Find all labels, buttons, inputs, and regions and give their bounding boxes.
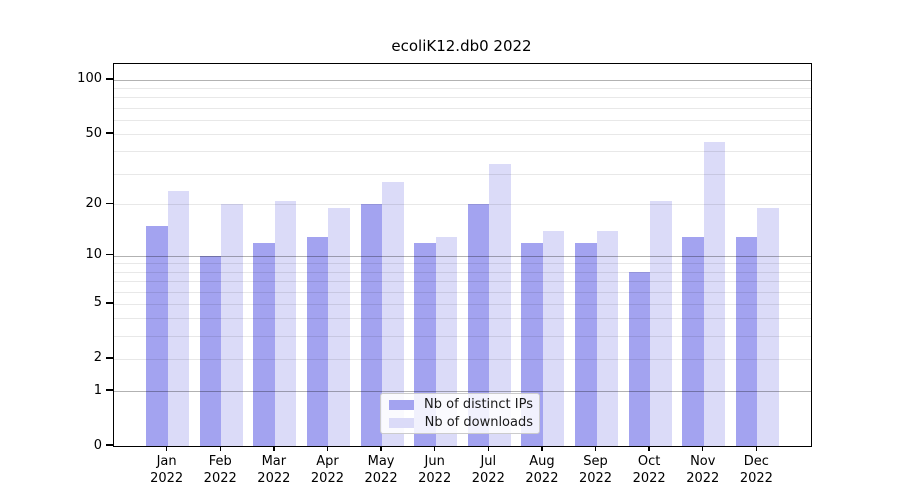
x-tick-jul — [487, 446, 489, 451]
y-tick-label-100: 100 — [77, 71, 102, 87]
gridline-30 — [114, 173, 811, 175]
x-tick-label-nov: Nov 2022 — [686, 454, 720, 486]
bar-nov-downloads — [703, 142, 726, 446]
legend-label-downloads: Nb of downloads — [424, 415, 533, 430]
legend: Nb of distinct IPs Nb of downloads — [380, 393, 540, 434]
x-tick-mar — [273, 446, 275, 451]
x-tick-label-sep: Sep 2022 — [578, 454, 613, 486]
gridline-3 — [114, 336, 811, 338]
bar-apr-downloads — [328, 208, 350, 446]
y-tick-label-0: 0 — [93, 437, 102, 453]
x-tick-label-jan: Jan 2022 — [150, 454, 184, 486]
gridline-4 — [114, 318, 811, 320]
y-tick-50 — [106, 132, 113, 134]
gridline-10 — [114, 255, 811, 257]
plot-area: Nb of distinct IPs Nb of downloads — [113, 63, 812, 447]
gridline-2 — [114, 358, 811, 360]
x-tick-may — [380, 446, 382, 451]
bar-sep-distinct-ips — [575, 242, 597, 446]
gridline-1 — [114, 391, 811, 392]
bar-jul-downloads — [489, 163, 511, 446]
y-tick-5 — [106, 302, 113, 304]
bar-aug-downloads — [542, 231, 565, 446]
x-tick-label-aug: Aug 2022 — [525, 454, 559, 486]
bar-mar-downloads — [274, 200, 297, 446]
x-tick-label-jun: Jun 2022 — [418, 454, 452, 486]
x-tick-oct — [648, 446, 650, 451]
y-tick-label-2: 2 — [93, 350, 102, 366]
bar-nov-distinct-ips — [682, 236, 704, 446]
gridline-40 — [114, 151, 811, 153]
x-tick-label-apr: Apr 2022 — [310, 454, 344, 486]
gridline-9 — [114, 263, 811, 265]
gridline-5 — [114, 303, 811, 305]
y-tick-1 — [106, 389, 113, 391]
y-tick-label-50: 50 — [85, 125, 102, 141]
bar-jul-distinct-ips — [467, 204, 490, 446]
gridline-90 — [114, 88, 811, 90]
gridline-50 — [114, 134, 811, 136]
x-tick-aug — [541, 446, 543, 451]
x-tick-jun — [433, 446, 436, 451]
gridline-60 — [114, 119, 811, 121]
x-tick-label-feb: Feb 2022 — [203, 454, 237, 486]
x-tick-nov — [702, 446, 704, 451]
x-tick-label-dec: Dec 2022 — [739, 454, 773, 486]
gridline-7 — [114, 281, 811, 283]
bar-sep-downloads — [596, 231, 619, 446]
x-tick-label-oct: Oct 2022 — [632, 454, 666, 486]
x-tick-label-may: May 2022 — [364, 454, 398, 486]
bar-dec-downloads — [757, 208, 779, 446]
legend-swatch-distinct-ips — [389, 399, 414, 410]
bar-oct-distinct-ips — [628, 271, 651, 446]
gridline-8 — [114, 271, 811, 273]
bar-may-distinct-ips — [360, 204, 383, 446]
gridline-80 — [114, 97, 811, 99]
x-tick-apr — [326, 446, 329, 451]
legend-label-distinct-ips: Nb of distinct IPs — [424, 397, 533, 412]
bar-oct-downloads — [650, 200, 672, 446]
bar-dec-distinct-ips — [735, 236, 758, 446]
y-tick-100 — [106, 78, 113, 80]
x-tick-jan — [165, 446, 168, 451]
y-tick-label-5: 5 — [93, 295, 102, 311]
x-tick-sep — [594, 446, 597, 451]
gridline-70 — [114, 107, 811, 109]
y-tick-2 — [106, 357, 113, 359]
gridline-20 — [114, 204, 811, 206]
y-tick-label-10: 10 — [85, 247, 102, 263]
bar-jan-distinct-ips — [146, 226, 168, 446]
bar-feb-downloads — [221, 204, 243, 446]
x-tick-label-jul: Jul 2022 — [471, 454, 505, 486]
legend-item-downloads: Nb of downloads — [387, 415, 533, 430]
gridline-6 — [114, 291, 811, 293]
y-tick-10 — [106, 254, 113, 256]
legend-swatch-downloads — [389, 417, 414, 428]
x-tick-feb — [219, 446, 221, 451]
legend-item-distinct-ips: Nb of distinct IPs — [387, 397, 533, 412]
bar-mar-distinct-ips — [253, 242, 275, 446]
bar-feb-distinct-ips — [199, 255, 222, 446]
gridline-100 — [114, 79, 811, 81]
y-tick-0 — [106, 444, 113, 446]
bar-apr-distinct-ips — [306, 236, 329, 446]
y-tick-label-20: 20 — [85, 195, 102, 211]
bar-jan-downloads — [167, 190, 190, 446]
y-tick-label-1: 1 — [93, 382, 102, 398]
x-tick-label-mar: Mar 2022 — [257, 454, 291, 486]
bar-may-downloads — [382, 181, 404, 446]
chart-title: ecoliK12.db0 2022 — [391, 37, 532, 55]
x-tick-dec — [755, 446, 758, 451]
y-tick-20 — [106, 202, 113, 205]
